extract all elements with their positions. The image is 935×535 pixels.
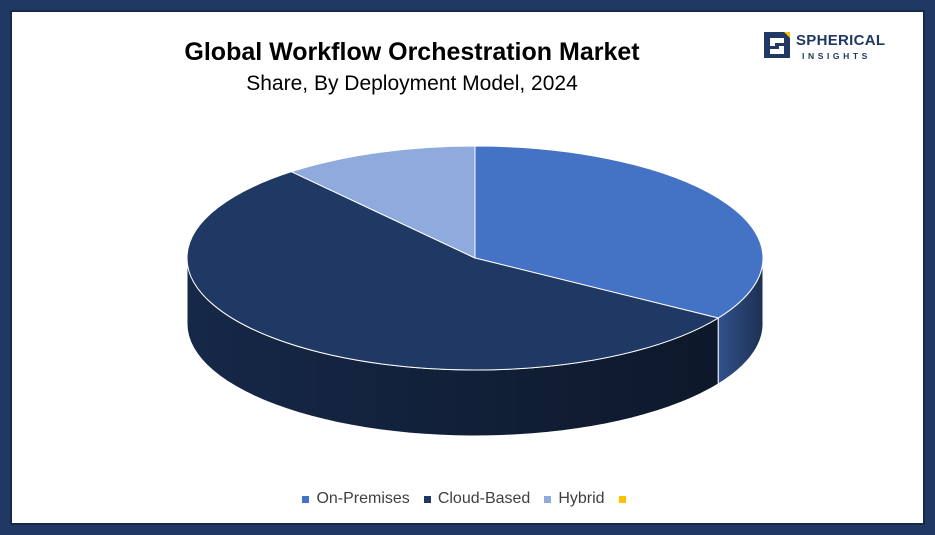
logo-mark-icon [764, 32, 790, 58]
legend-swatch [618, 495, 626, 503]
pie-slice-on-premises [474, 145, 764, 319]
spherical-insights-logo: SPHERICAL INSIGHTS [764, 30, 894, 64]
legend-label: Cloud-Based [437, 490, 531, 507]
legend-item-hybrid: Hybrid [544, 490, 605, 508]
logo-text: SPHERICAL [796, 32, 886, 49]
chart-subtitle: Share, By Deployment Model, 2024 [246, 72, 578, 95]
legend-label: On-Premises [316, 490, 410, 507]
pie-slice-hybrid [290, 145, 476, 259]
logo-subtext: INSIGHTS [802, 51, 871, 61]
pie-slice-cloud-based [186, 171, 720, 371]
pie-chart [186, 145, 764, 437]
chart-title: Global Workflow Orchestration Market [184, 38, 640, 66]
legend-label: Hybrid [558, 490, 605, 507]
legend-item-on-premises: On-Premises [302, 490, 410, 508]
legend-item-cloud-based: Cloud-Based [423, 490, 531, 508]
chart-frame: Global Workflow Orchestration Market Sha… [10, 10, 925, 525]
legend-item-blank [618, 495, 633, 503]
legend-swatch [302, 495, 310, 503]
legend: On-Premises Cloud-Based Hybrid [12, 490, 923, 508]
legend-swatch [423, 495, 431, 503]
legend-swatch [544, 495, 552, 503]
